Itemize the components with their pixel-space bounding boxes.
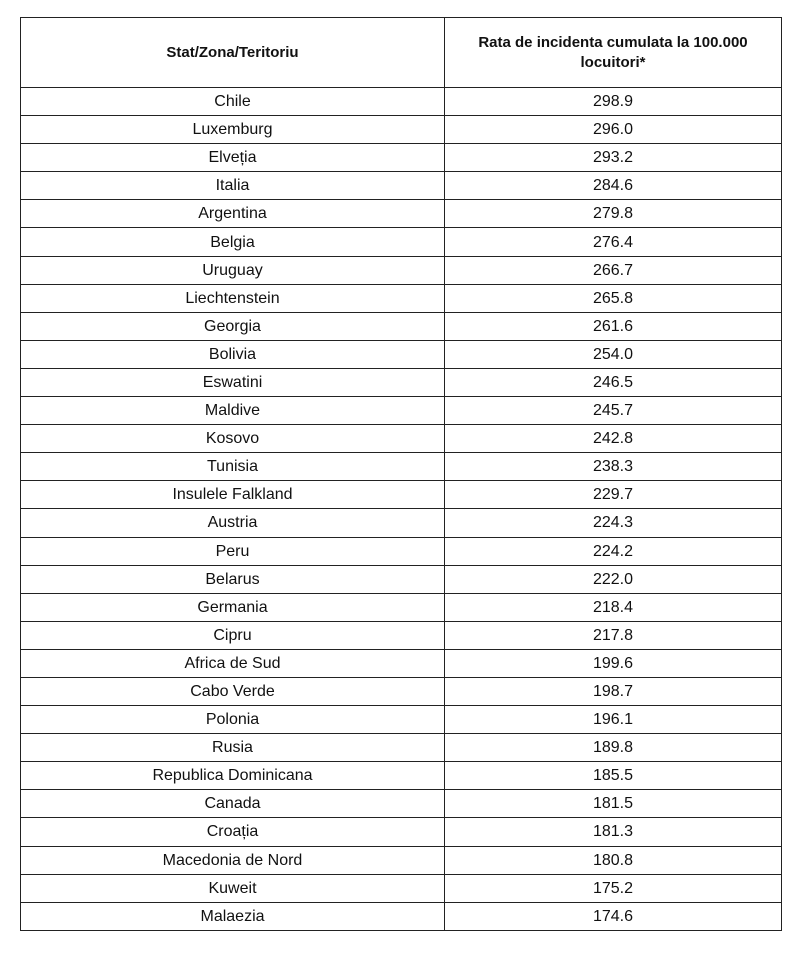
rate-cell: 266.7 xyxy=(444,255,782,285)
country-cell: Malaezia xyxy=(20,901,445,931)
country-cell: Rusia xyxy=(20,733,445,763)
country-cell: Italia xyxy=(20,171,445,201)
rate-cell: 279.8 xyxy=(444,199,782,229)
table-row: Austria 224.3 xyxy=(20,508,782,538)
table-row: Polonia 196.1 xyxy=(20,705,782,735)
country-cell: Tunisia xyxy=(20,452,445,482)
rate-cell: 245.7 xyxy=(444,396,782,426)
table-row: Malaezia 174.6 xyxy=(20,901,782,931)
country-cell: Canada xyxy=(20,789,445,819)
country-cell: Africa de Sud xyxy=(20,648,445,678)
country-cell: Cabo Verde xyxy=(20,676,445,707)
country-cell: Polonia xyxy=(20,705,445,735)
rate-cell: 224.3 xyxy=(444,508,782,538)
country-cell: Germania xyxy=(20,592,445,622)
rate-cell: 181.3 xyxy=(444,817,782,847)
country-cell: Liechtenstein xyxy=(20,283,445,313)
rate-cell: 238.3 xyxy=(444,452,782,482)
rate-cell: 189.8 xyxy=(444,733,782,763)
country-cell: Croația xyxy=(20,817,445,847)
table-row: Argentina 279.8 xyxy=(20,199,782,229)
rate-cell: 198.7 xyxy=(444,676,782,707)
table-header: Stat/Zona/Teritoriu Rata de incidenta cu… xyxy=(20,17,782,88)
country-cell: Luxemburg xyxy=(20,115,445,145)
header-cell: Stat/Zona/Teritoriu xyxy=(20,17,445,88)
country-cell: Belarus xyxy=(20,564,445,594)
country-cell: Bolivia xyxy=(20,339,445,369)
table-row: Luxemburg 296.0 xyxy=(20,115,782,145)
table-row: Kuweit 175.2 xyxy=(20,873,782,903)
table-row: Italia 284.6 xyxy=(20,171,782,201)
rate-cell: 196.1 xyxy=(444,705,782,735)
table-row: Chile 298.9 xyxy=(20,86,782,117)
rate-cell: 276.4 xyxy=(444,227,782,257)
country-cell: Elveția xyxy=(20,143,445,173)
country-cell: Uruguay xyxy=(20,255,445,285)
table-row: Cabo Verde 198.7 xyxy=(20,676,782,707)
rate-cell: 293.2 xyxy=(444,143,782,173)
country-cell: Republica Dominicana xyxy=(20,761,445,791)
rate-cell: 246.5 xyxy=(444,367,782,398)
table-row: Croația 181.3 xyxy=(20,817,782,847)
table-row: Tunisia 238.3 xyxy=(20,452,782,482)
country-cell: Macedonia de Nord xyxy=(20,845,445,875)
country-cell: Kosovo xyxy=(20,424,445,454)
country-cell: Austria xyxy=(20,508,445,538)
table-row: Canada 181.5 xyxy=(20,789,782,819)
rate-cell: 265.8 xyxy=(444,283,782,313)
table-row: Rusia 189.8 xyxy=(20,733,782,763)
table-row: Macedonia de Nord 180.8 xyxy=(20,845,782,875)
rate-cell: 185.5 xyxy=(444,761,782,791)
table-row: Georgia 261.6 xyxy=(20,311,782,341)
header-text: Rata de incidenta cumulata la 100.000 lo… xyxy=(478,33,748,71)
rate-cell: 175.2 xyxy=(444,873,782,903)
rate-cell: 222.0 xyxy=(444,564,782,594)
rate-cell: 224.2 xyxy=(444,536,782,566)
rate-cell: 181.5 xyxy=(444,789,782,819)
rate-cell: 229.7 xyxy=(444,480,782,510)
table-row: Germania 218.4 xyxy=(20,592,782,622)
rate-cell: 217.8 xyxy=(444,620,782,650)
header-row: Stat/Zona/Teritoriu Rata de incidenta cu… xyxy=(20,17,782,88)
rate-cell: 254.0 xyxy=(444,339,782,369)
country-cell: Belgia xyxy=(20,227,445,257)
table-row: Kosovo 242.8 xyxy=(20,424,782,454)
country-cell: Georgia xyxy=(20,311,445,341)
rate-cell: 218.4 xyxy=(444,592,782,622)
rate-cell: 261.6 xyxy=(444,311,782,341)
table-row: Belgia 276.4 xyxy=(20,227,782,257)
table-row: Belarus 222.0 xyxy=(20,564,782,594)
table-row: Bolivia 254.0 xyxy=(20,339,782,369)
table-row: Cipru 217.8 xyxy=(20,620,782,650)
country-cell: Cipru xyxy=(20,620,445,650)
table-row: Africa de Sud 199.6 xyxy=(20,648,782,678)
table-row: Liechtenstein 265.8 xyxy=(20,283,782,313)
country-cell: Argentina xyxy=(20,199,445,229)
data-table: Stat/Zona/Teritoriu Rata de incidenta cu… xyxy=(20,17,782,931)
rate-cell: 180.8 xyxy=(444,845,782,875)
country-cell: Eswatini xyxy=(20,367,445,398)
country-cell: Kuweit xyxy=(20,873,445,903)
table-row: Eswatini 246.5 xyxy=(20,367,782,398)
table-body: Chile 298.9 Luxemburg 296.0 Elveția 293.2 Ital… xyxy=(20,86,782,931)
rate-cell: 296.0 xyxy=(444,115,782,145)
country-cell: Peru xyxy=(20,536,445,566)
header-cell: Rata de incidenta cumulata la 100.000 lo… xyxy=(444,17,782,88)
table-row: Uruguay 266.7 xyxy=(20,255,782,285)
table-row: Maldive 245.7 xyxy=(20,396,782,426)
rate-cell: 174.6 xyxy=(444,901,782,931)
table-row: Republica Dominicana 185.5 xyxy=(20,761,782,791)
rate-cell: 199.6 xyxy=(444,648,782,678)
rate-cell: 298.9 xyxy=(444,86,782,117)
country-cell: Chile xyxy=(20,86,445,117)
table-row: Elveția 293.2 xyxy=(20,143,782,173)
table-row: Peru 224.2 xyxy=(20,536,782,566)
table-row: Insulele Falkland 229.7 xyxy=(20,480,782,510)
country-cell: Insulele Falkland xyxy=(20,480,445,510)
rate-cell: 242.8 xyxy=(444,424,782,454)
rate-cell: 284.6 xyxy=(444,171,782,201)
country-cell: Maldive xyxy=(20,396,445,426)
